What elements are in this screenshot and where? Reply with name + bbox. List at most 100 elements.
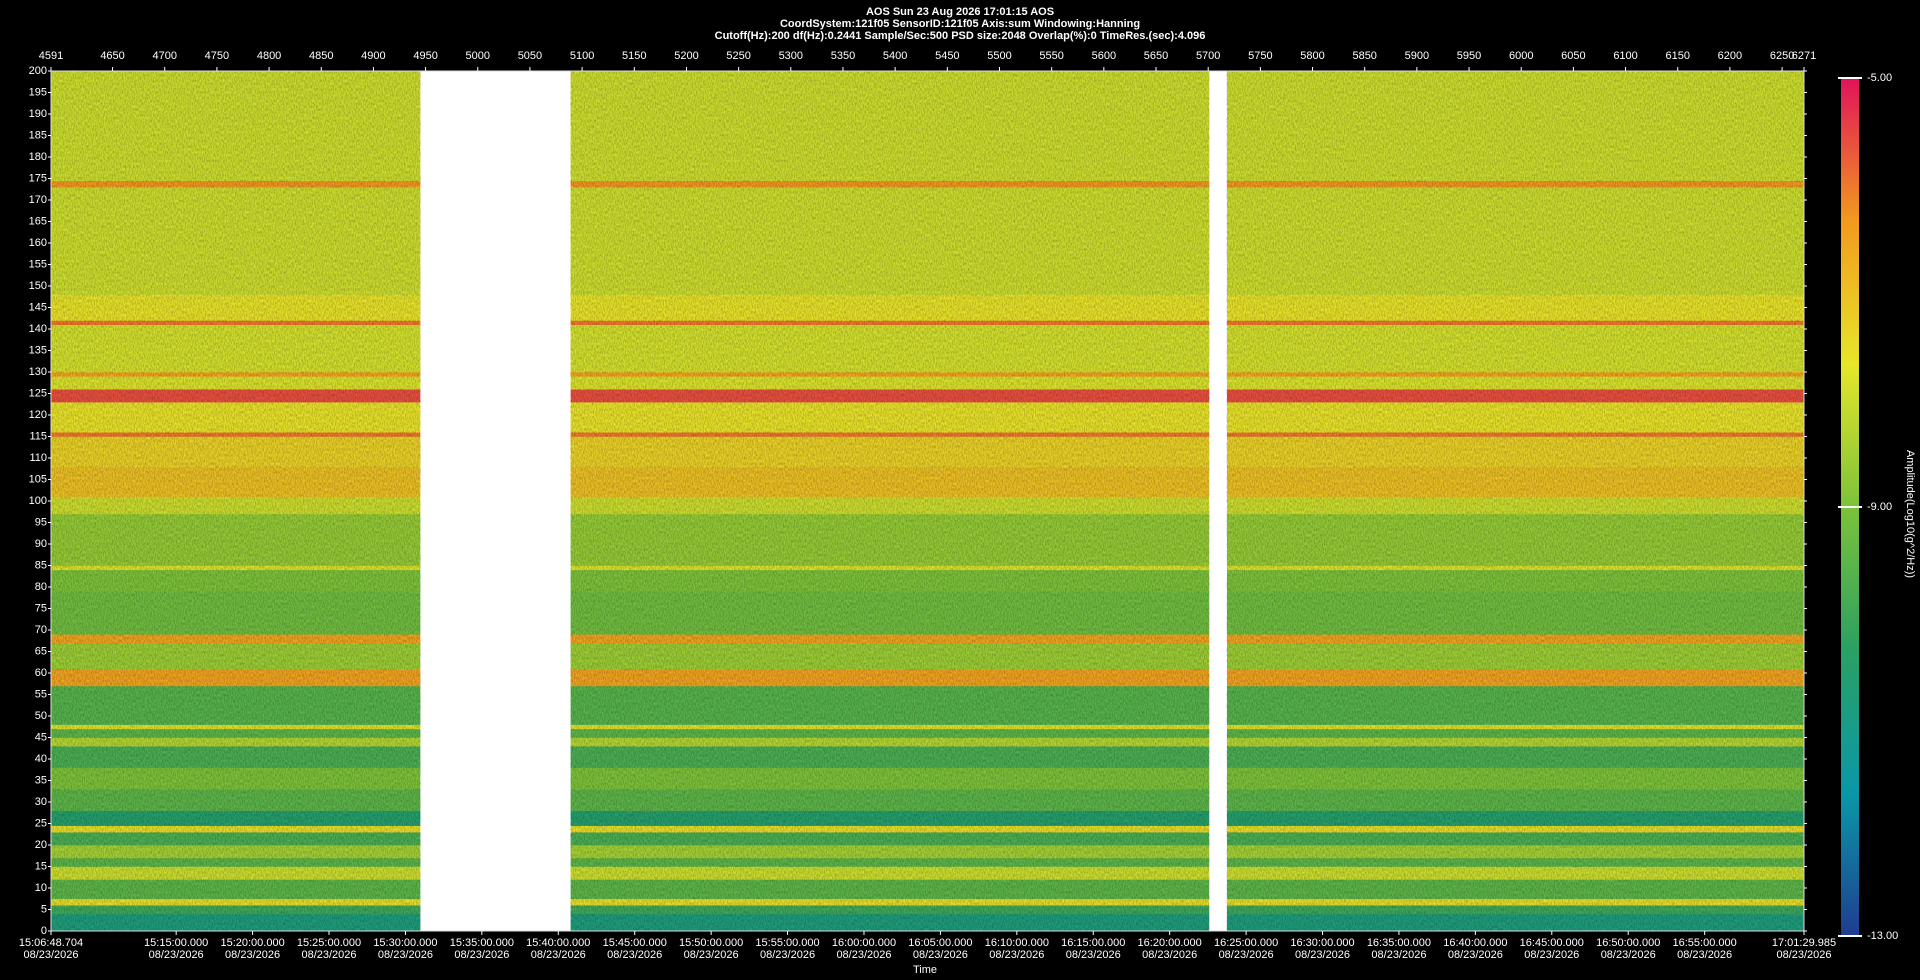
time-tick-date: 08/23/2026 [1142,949,1197,961]
time-tick-label: 15:35:00.000 [450,937,514,949]
time-tick-label: 16:50:00.000 [1596,937,1660,949]
y-tick-label: 45 [35,731,47,743]
time-tick-label: 15:40:00.000 [526,937,590,949]
x-tick-label: 5150 [622,50,646,62]
time-tick-date: 08/23/2026 [607,949,662,961]
chart-subtitle: CoordSystem:121f05 SensorID:121f05 Axis:… [780,18,1140,30]
colorbar-tick-label: -5.00 [1867,72,1892,84]
x-tick-label: 6100 [1613,50,1637,62]
x-tick-label: 5650 [1144,50,1168,62]
y-tick-label: 175 [29,172,47,184]
time-tick-date: 08/23/2026 [23,949,78,961]
time-tick-date: 08/23/2026 [1219,949,1274,961]
time-tick-date: 08/23/2026 [454,949,509,961]
x-tick-label: 4850 [309,50,333,62]
x-tick-label: 5250 [726,50,750,62]
time-tick-label: 15:50:00.000 [679,937,743,949]
time-tick-label: 16:20:00.000 [1138,937,1202,949]
texture [1226,71,1804,931]
y-tick-label: 20 [35,839,47,851]
x-tick-label: 5750 [1248,50,1272,62]
time-tick-date: 08/23/2026 [378,949,433,961]
time-tick-date: 08/23/2026 [531,949,586,961]
y-tick-label: 155 [29,258,47,270]
y-tick-label: 180 [29,151,47,163]
y-tick-label: 130 [29,366,47,378]
y-tick-label: 25 [35,817,47,829]
time-tick-label: 16:30:00.000 [1290,937,1354,949]
x-tick-label: 5800 [1300,50,1324,62]
time-tick-date: 08/23/2026 [225,949,280,961]
time-tick-date: 08/23/2026 [1371,949,1426,961]
time-tick-date: 08/23/2026 [836,949,891,961]
time-tick-label: 16:35:00.000 [1367,937,1431,949]
x-tick-label: 5350 [831,50,855,62]
time-tick-label: 15:45:00.000 [603,937,667,949]
y-tick-label: 15 [35,860,47,872]
time-tick-label: 15:06:48.704 [19,937,83,949]
time-tick-date: 08/23/2026 [1066,949,1121,961]
x-tick-label: 6050 [1561,50,1585,62]
y-tick-label: 35 [35,774,47,786]
y-tick-label: 55 [35,688,47,700]
texture [570,71,1210,931]
x-tick-label: 5950 [1457,50,1481,62]
x-tick-label: 5600 [1092,50,1116,62]
time-tick-label: 15:25:00.000 [297,937,361,949]
time-tick-date: 08/23/2026 [1776,949,1831,961]
x-tick-label: 5000 [466,50,490,62]
x-tick-label: 5700 [1196,50,1220,62]
chart-parameters: Cutoff(Hz):200 df(Hz):0.2441 Sample/Sec:… [715,30,1206,42]
time-tick-label: 15:15:00.000 [144,937,208,949]
y-tick-label: 150 [29,280,47,292]
x-tick-label: 4950 [413,50,437,62]
x-tick-label: 5050 [518,50,542,62]
y-tick-label: 40 [35,753,47,765]
time-tick-label: 16:05:00.000 [908,937,972,949]
time-tick-date: 08/23/2026 [1601,949,1656,961]
time-tick-label: 15:30:00.000 [373,937,437,949]
y-tick-label: 60 [35,667,47,679]
y-tick-label: 95 [35,516,47,528]
y-tick-label: 190 [29,108,47,120]
y-tick-label: 170 [29,194,47,206]
x-tick-label: 5300 [779,50,803,62]
x-tick-label: 5400 [883,50,907,62]
y-tick-label: 100 [29,495,47,507]
y-tick-label: 75 [35,602,47,614]
y-tick-label: 125 [29,387,47,399]
x-tick-label: 6250 [1770,50,1794,62]
x-tick-label: 5500 [987,50,1011,62]
x-tick-label: 4591 [39,50,63,62]
y-tick-label: 70 [35,624,47,636]
time-tick-label: 15:20:00.000 [220,937,284,949]
x-tick-label: 4700 [152,50,176,62]
y-tick-label: 200 [29,65,47,77]
time-tick-date: 08/23/2026 [1448,949,1503,961]
segment [51,71,421,932]
colorbar-tick-label: -13.00 [1867,930,1898,942]
x-tick-label: 5850 [1352,50,1376,62]
time-tick-label: 16:00:00.000 [832,937,896,949]
time-tick-date: 08/23/2026 [1524,949,1579,961]
chart-title: AOS Sun 23 Aug 2026 17:01:15 AOS [866,6,1054,18]
y-tick-label: 85 [35,559,47,571]
colorbar-label: Amplitude(Log10(g^2/Hz)) [1904,450,1916,578]
y-tick-label: 110 [29,452,47,464]
x-tick-label: 5200 [674,50,698,62]
x-tick-label: 5450 [935,50,959,62]
colorbar-tick-label: -9.00 [1867,501,1892,513]
time-tick-date: 08/23/2026 [684,949,739,961]
time-tick-date: 08/23/2026 [1295,949,1350,961]
y-tick-label: 65 [35,645,47,657]
x-tick-label: 4750 [205,50,229,62]
y-tick-label: 0 [41,925,47,937]
time-tick-label: 16:25:00.000 [1214,937,1278,949]
x-tick-label: 5550 [1039,50,1063,62]
time-tick-date: 08/23/2026 [149,949,204,961]
x-tick-label: 4900 [361,50,385,62]
time-tick-label: 16:10:00.000 [985,937,1049,949]
y-tick-label: 140 [29,323,47,335]
